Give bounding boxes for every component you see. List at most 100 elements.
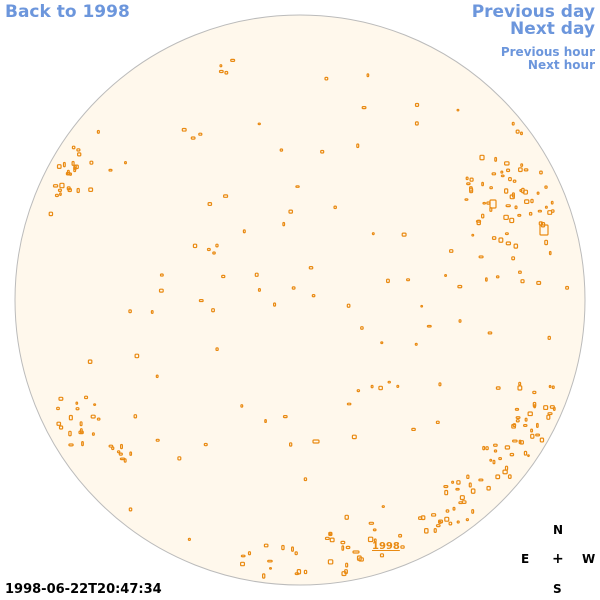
contour-mark — [482, 201, 487, 205]
contour-mark — [341, 571, 347, 577]
contour-mark — [543, 405, 549, 411]
contour-mark — [269, 566, 273, 570]
contour-mark — [457, 284, 463, 289]
contour-mark — [493, 443, 498, 447]
contour-mark — [57, 188, 63, 193]
contour-mark — [565, 285, 570, 290]
contour-mark — [548, 250, 552, 256]
contour-mark — [509, 452, 515, 457]
compass-center-icon: + — [552, 551, 564, 567]
contour-mark — [71, 160, 75, 166]
contour-mark — [506, 168, 511, 173]
contour-mark — [366, 73, 370, 78]
contour-mark — [90, 414, 96, 419]
contour-mark — [456, 480, 461, 485]
contour-mark — [240, 554, 246, 558]
contour-mark — [181, 127, 187, 132]
contour-mark — [206, 247, 211, 252]
next-hour-link[interactable]: Next hour — [527, 58, 595, 72]
contour-mark — [511, 439, 518, 443]
observation-timestamp: 1998-06-22T20:47:34 — [5, 582, 162, 597]
contour-mark — [420, 304, 424, 308]
contour-mark — [414, 342, 418, 346]
contour-mark — [198, 299, 204, 303]
contour-mark — [476, 219, 481, 226]
contour-mark — [118, 452, 123, 456]
contour-mark — [509, 217, 515, 224]
contour-mark — [530, 433, 535, 439]
contour-mark — [291, 546, 295, 552]
contour-mark — [312, 439, 320, 444]
compass-north-label: N — [553, 523, 564, 537]
back-to-year-link[interactable]: Back to 1998 — [5, 2, 130, 22]
contour-mark — [520, 163, 524, 167]
contour-mark — [91, 432, 95, 436]
compass-west-label: W — [582, 552, 596, 566]
contour-mark — [396, 384, 400, 388]
contour-mark — [532, 390, 537, 395]
contour-mark — [279, 148, 284, 152]
contour-mark — [190, 136, 196, 140]
contour-mark — [367, 536, 374, 543]
contour-mark — [379, 553, 385, 558]
contour-mark — [504, 445, 511, 450]
disk-year-link[interactable]: 1998 — [372, 541, 400, 552]
contour-mark — [424, 527, 429, 534]
contour-mark — [328, 532, 332, 536]
contour-mark — [517, 167, 523, 173]
contour-mark — [519, 131, 523, 136]
contour-mark — [281, 544, 285, 551]
contour-mark — [320, 149, 325, 154]
contour-mark — [491, 236, 497, 240]
contour-mark — [414, 121, 419, 126]
contour-mark — [282, 221, 286, 227]
contour-mark — [489, 199, 497, 209]
contour-mark — [215, 243, 219, 248]
contour-mark — [387, 380, 391, 384]
contour-mark — [68, 443, 74, 447]
contour-mark — [500, 170, 504, 174]
contour-mark — [523, 199, 530, 205]
contour-mark — [340, 540, 346, 545]
contour-mark — [333, 205, 337, 210]
contour-mark — [478, 255, 484, 259]
contour-mark — [438, 519, 444, 524]
contour-mark — [56, 164, 62, 170]
contour-mark — [502, 469, 508, 475]
contour-mark — [465, 176, 469, 181]
contour-mark — [456, 520, 460, 524]
contour-mark — [471, 509, 475, 514]
previous-day-link[interactable]: Previous day — [471, 2, 595, 22]
contour-mark — [75, 407, 80, 411]
contour-mark — [465, 518, 470, 522]
contour-mark — [373, 538, 377, 543]
contour-mark — [155, 374, 159, 379]
previous-hour-link[interactable]: Previous hour — [500, 45, 595, 59]
contour-mark — [435, 420, 440, 425]
contour-mark — [56, 406, 60, 411]
contour-mark — [56, 421, 62, 426]
contour-mark — [478, 478, 484, 482]
contour-mark — [468, 482, 472, 488]
contour-mark — [371, 232, 375, 236]
contour-mark — [504, 188, 509, 194]
contour-mark — [48, 211, 54, 217]
compass-south-label: S — [553, 582, 562, 596]
contour-mark — [544, 205, 548, 209]
contour-mark — [59, 192, 62, 196]
contour-mark — [96, 129, 100, 134]
contour-mark — [73, 166, 77, 173]
contour-mark — [459, 495, 465, 501]
contour-mark — [498, 457, 503, 461]
contour-mark — [68, 414, 73, 421]
contour-mark — [507, 474, 512, 479]
contour-mark — [411, 427, 416, 432]
contour-mark — [341, 545, 345, 551]
contour-mark — [351, 434, 357, 440]
contour-mark — [87, 359, 93, 364]
contour-mark — [489, 458, 493, 462]
contour-mark — [81, 441, 84, 447]
next-day-link[interactable]: Next day — [510, 19, 595, 39]
contour-mark — [532, 401, 537, 408]
contour-mark — [212, 251, 216, 255]
